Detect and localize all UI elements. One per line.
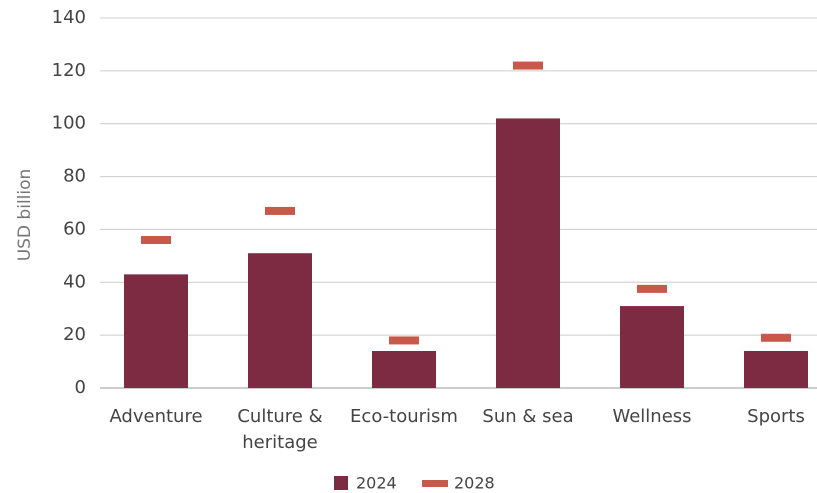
y-tick-label: 80 [63,166,86,187]
legend-swatch [422,480,448,487]
legend-swatch [334,476,348,490]
x-tick-label: Wellness [612,406,692,427]
x-tick-label: Adventure [109,406,203,427]
y-tick-label: 120 [52,60,86,81]
legend-label: 2028 [454,474,495,493]
bar [496,118,560,388]
marker [389,336,419,345]
marker [141,236,171,244]
bar [248,253,312,388]
x-tick-label: Eco-tourism [350,406,458,427]
legend-label: 2024 [356,474,397,493]
marker [637,284,667,293]
bar [744,351,808,388]
bar [124,274,188,388]
y-axis-label: USD billion [15,169,35,262]
marker [265,206,295,215]
marker [513,61,543,70]
y-tick-label: 60 [63,218,86,239]
y-tick-label: 100 [52,113,86,134]
y-tick-label: 140 [52,7,86,28]
bar [620,306,684,388]
x-tick-label: Sports [747,406,805,427]
bar [372,351,436,388]
x-tick-label: Sun & sea [482,406,574,427]
x-tick-label: Culture & heritage [237,406,323,453]
marker [761,333,791,342]
y-tick-label: 0 [75,377,86,398]
y-tick-label: 20 [63,324,86,345]
y-tick-label: 40 [63,271,86,292]
